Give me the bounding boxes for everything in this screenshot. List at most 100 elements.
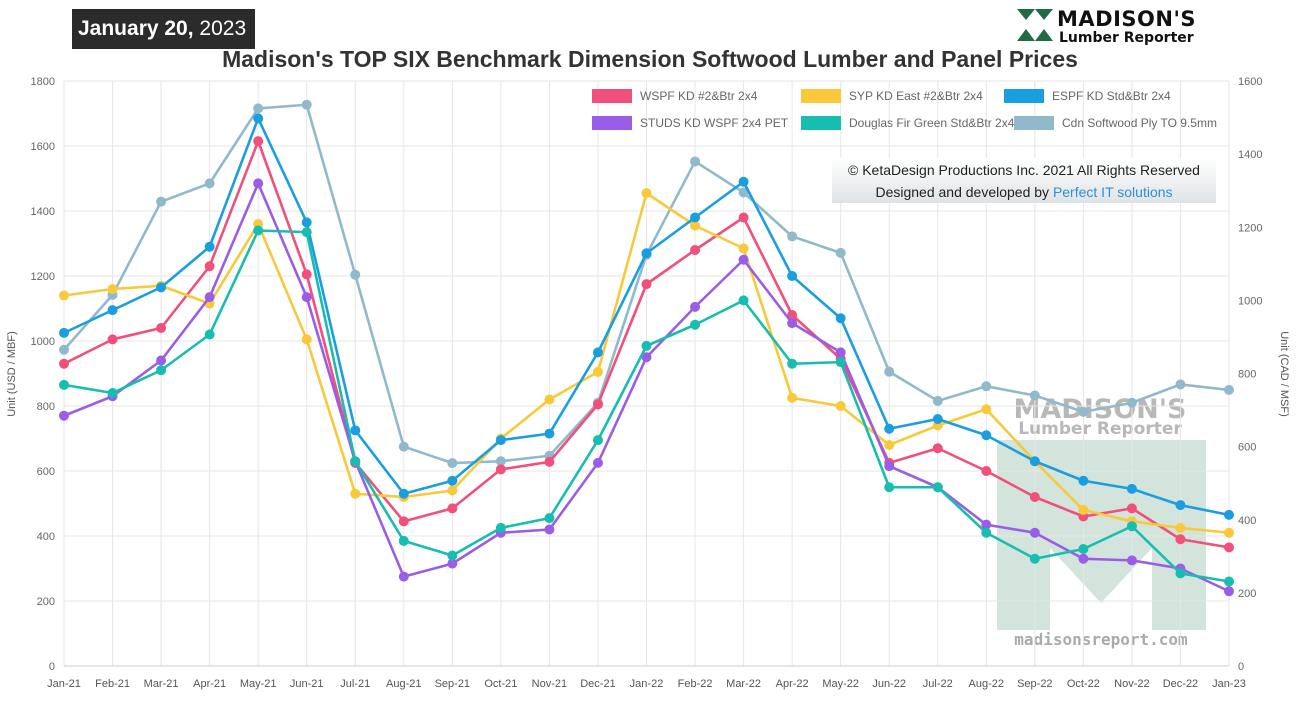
x-tick-label: Aug-22 [969,678,1004,690]
legend-label: STUDS KD WSPF 2x4 PET [640,116,789,130]
chart-axes: 0 200 400 600 800 1000 1200 1400 1600 1800 0 200 400… [31,76,1263,690]
data-point [738,243,749,254]
data-point [107,284,118,294]
legend-swatch [592,116,632,130]
legend-item: Douglas Fir Green Std&Btr 2x4 [801,116,1015,130]
legend-swatch [592,89,632,103]
data-point [835,357,846,368]
x-tick-label: Oct-22 [1067,678,1100,690]
data-point [932,443,943,454]
data-point [884,423,895,434]
data-point [835,347,846,358]
series-0 [59,136,1234,553]
data-point [156,323,167,333]
data-point [1078,553,1089,564]
data-point [447,458,458,469]
data-point [1175,379,1186,390]
data-point [787,310,798,320]
y2-tick-label: 0 [1238,661,1244,673]
data-point [59,410,69,421]
data-point [690,212,701,223]
data-point [495,456,506,467]
legend-item: ESPF KD Std&Btr 2x4 [1004,89,1171,103]
data-point [932,482,943,493]
data-point [738,295,749,306]
data-point [107,388,118,398]
data-point [107,334,118,345]
data-point [253,113,264,124]
data-point [1224,542,1234,553]
x-tick-label: Mar-21 [144,678,179,690]
developer-prefix: Designed and developed by [875,184,1053,200]
data-point [204,178,215,189]
x-tick-label: Feb-21 [95,678,130,690]
x-tick-label: Jul-21 [340,678,370,690]
y-tick-label: 200 [37,596,55,608]
y2-tick-label: 600 [1238,442,1256,454]
data-point [690,245,701,255]
x-tick-label: Jul-22 [923,678,953,690]
data-point [1029,527,1040,538]
data-point [1224,527,1234,538]
legend-label: WSPF KD #2&Btr 2x4 [640,89,758,103]
data-point [738,176,749,187]
data-point [932,414,943,424]
watermark-mark-icon [997,440,1206,630]
data-point [544,456,555,467]
data-point [835,401,846,411]
legend-swatch [1004,89,1044,103]
data-point [398,535,409,546]
data-point [1078,406,1089,417]
x-tick-label: Jan-23 [1212,678,1246,690]
data-point [301,99,312,110]
data-point [884,482,895,493]
data-point [1078,505,1089,515]
data-point [301,217,312,228]
legend-item: WSPF KD #2&Btr 2x4 [592,89,758,103]
developer-link[interactable]: Perfect IT solutions [1052,184,1173,200]
data-point [59,358,69,369]
data-point [253,178,264,189]
data-point [447,475,458,486]
data-point [59,290,69,301]
series-3 [59,178,1234,597]
data-point [398,441,409,452]
y-tick-label: 800 [37,401,55,413]
data-point [350,488,361,499]
data-point [447,503,458,514]
data-point [1175,500,1186,511]
x-tick-label: Nov-21 [532,678,567,690]
data-point [350,269,361,280]
x-tick-label: Sep-21 [435,678,470,690]
data-point [1224,384,1234,395]
legend-item: SYP KD East #2&Btr 2x4 [801,89,983,103]
data-point [1126,397,1137,408]
data-point [592,399,603,410]
data-point [835,313,846,324]
y-tick-label: 400 [37,531,55,543]
copyright-text: © KetaDesign Productions Inc. 2021 All R… [848,162,1200,178]
data-point [690,319,701,330]
y2-tick-label: 400 [1238,515,1256,527]
legend-label: SYP KD East #2&Btr 2x4 [849,89,983,103]
data-point [301,227,312,238]
data-point [787,231,798,242]
data-point [156,282,167,293]
x-tick-label: Aug-21 [386,678,421,690]
legend-label: Douglas Fir Green Std&Btr 2x4 [849,116,1015,130]
data-point [932,395,943,406]
y-tick-label: 1600 [31,141,55,153]
data-point [1224,586,1234,597]
x-tick-label: May-21 [240,678,277,690]
data-point [1175,534,1186,545]
data-point [398,488,409,499]
watermark-url: madisonsreport.com [1014,630,1188,649]
data-point [1029,492,1040,502]
data-point [884,440,895,450]
data-point [1175,568,1186,579]
data-point [787,358,798,369]
y-tick-label: 600 [37,466,55,478]
data-point [544,428,555,439]
data-point [495,522,506,533]
legend-swatch [1014,116,1054,130]
